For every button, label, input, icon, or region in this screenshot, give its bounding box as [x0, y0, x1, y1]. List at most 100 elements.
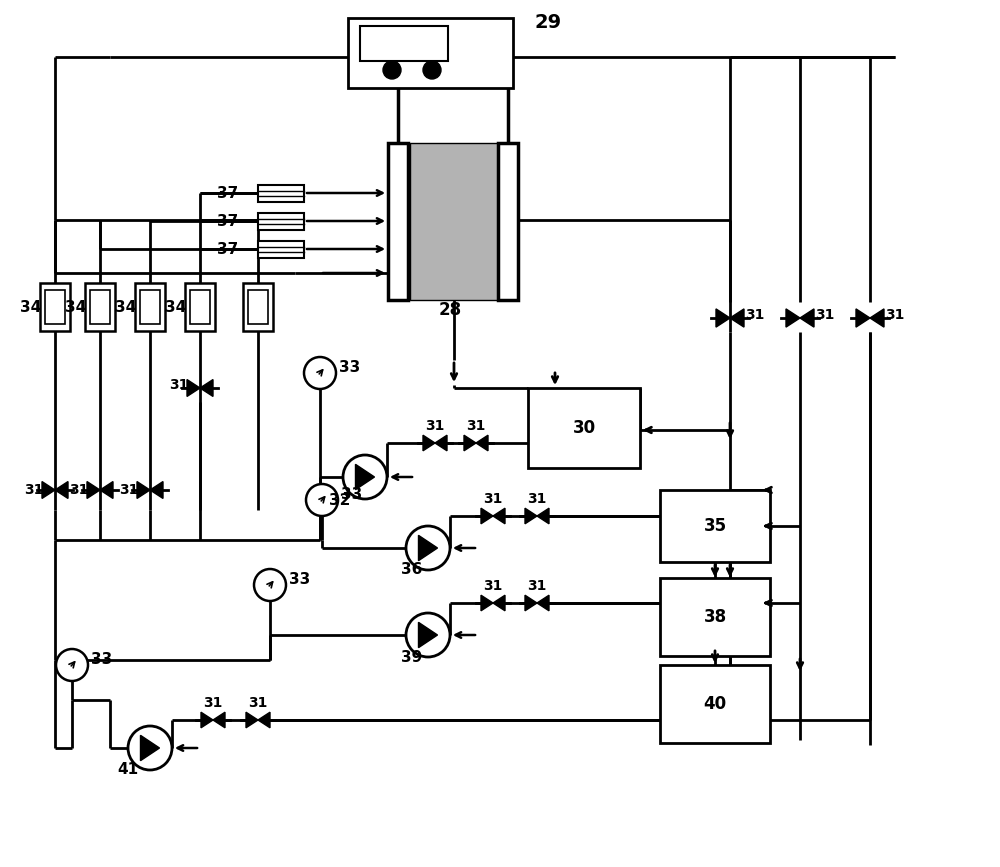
- Text: 34: 34: [20, 299, 42, 315]
- Text: 38: 38: [703, 608, 727, 626]
- Polygon shape: [42, 481, 55, 499]
- Polygon shape: [100, 481, 113, 499]
- Circle shape: [383, 61, 401, 79]
- Circle shape: [304, 357, 336, 389]
- Text: 31: 31: [119, 483, 139, 497]
- Bar: [348, 18, 513, 88]
- Polygon shape: [493, 596, 505, 610]
- Bar: [258, 241, 304, 258]
- Polygon shape: [213, 712, 225, 727]
- Bar: [388, 143, 408, 300]
- Text: 31: 31: [425, 419, 445, 433]
- Text: 31: 31: [527, 492, 547, 506]
- Bar: [90, 290, 110, 324]
- Bar: [248, 290, 268, 324]
- Circle shape: [306, 484, 338, 516]
- Text: 28: 28: [438, 301, 462, 319]
- Polygon shape: [800, 309, 814, 327]
- Polygon shape: [137, 481, 150, 499]
- Polygon shape: [246, 712, 258, 727]
- Polygon shape: [481, 508, 493, 524]
- Bar: [660, 578, 770, 656]
- Bar: [85, 283, 115, 331]
- Polygon shape: [730, 309, 744, 327]
- Bar: [258, 213, 304, 230]
- Text: 31: 31: [169, 378, 189, 392]
- Polygon shape: [537, 508, 549, 524]
- Text: 31: 31: [69, 483, 89, 497]
- Polygon shape: [525, 596, 537, 610]
- Circle shape: [343, 455, 387, 499]
- Text: 32: 32: [329, 492, 351, 507]
- Bar: [528, 388, 640, 468]
- Text: 39: 39: [401, 649, 423, 664]
- Polygon shape: [870, 309, 884, 327]
- Bar: [243, 283, 273, 331]
- Polygon shape: [187, 380, 200, 396]
- Polygon shape: [525, 508, 537, 524]
- Text: 40: 40: [703, 695, 727, 713]
- Text: 31: 31: [248, 696, 268, 710]
- Polygon shape: [423, 435, 435, 451]
- Text: 31: 31: [466, 419, 486, 433]
- Bar: [258, 185, 304, 202]
- Text: 34: 34: [115, 299, 137, 315]
- Circle shape: [406, 526, 450, 570]
- Polygon shape: [87, 481, 100, 499]
- Polygon shape: [200, 380, 213, 396]
- Text: 41: 41: [117, 762, 139, 778]
- Bar: [410, 143, 498, 300]
- Text: 31: 31: [527, 579, 547, 593]
- Polygon shape: [201, 712, 213, 727]
- Bar: [190, 290, 210, 324]
- Text: 31: 31: [483, 492, 503, 506]
- Text: 37: 37: [217, 213, 239, 229]
- Text: 31: 31: [24, 483, 44, 497]
- Polygon shape: [150, 481, 163, 499]
- Circle shape: [423, 61, 441, 79]
- Text: 31: 31: [885, 308, 905, 322]
- Bar: [498, 143, 518, 300]
- Text: 33: 33: [339, 360, 361, 375]
- Polygon shape: [418, 623, 438, 648]
- Polygon shape: [493, 508, 505, 524]
- Bar: [360, 26, 448, 61]
- Polygon shape: [355, 465, 375, 490]
- Bar: [660, 490, 770, 562]
- Polygon shape: [716, 309, 730, 327]
- Text: 30: 30: [572, 419, 596, 437]
- Polygon shape: [140, 735, 160, 760]
- Polygon shape: [258, 712, 270, 727]
- Circle shape: [56, 649, 88, 681]
- Text: 34: 34: [165, 299, 187, 315]
- Circle shape: [406, 613, 450, 657]
- Bar: [45, 290, 65, 324]
- Text: 36: 36: [401, 563, 423, 577]
- Bar: [660, 665, 770, 743]
- Bar: [40, 283, 70, 331]
- Text: 31: 31: [745, 308, 765, 322]
- Polygon shape: [856, 309, 870, 327]
- Polygon shape: [464, 435, 476, 451]
- Circle shape: [128, 726, 172, 770]
- Polygon shape: [537, 596, 549, 610]
- Polygon shape: [481, 596, 493, 610]
- Polygon shape: [476, 435, 488, 451]
- Text: 37: 37: [217, 242, 239, 257]
- Text: 35: 35: [703, 517, 727, 535]
- Text: 31: 31: [483, 579, 503, 593]
- Bar: [185, 283, 215, 331]
- Polygon shape: [55, 481, 68, 499]
- Polygon shape: [418, 535, 438, 561]
- Text: 31: 31: [815, 308, 835, 322]
- Bar: [140, 290, 160, 324]
- Polygon shape: [435, 435, 447, 451]
- Text: 34: 34: [65, 299, 87, 315]
- Text: 33: 33: [289, 571, 311, 586]
- Circle shape: [254, 569, 286, 601]
- Text: 29: 29: [534, 12, 562, 31]
- Text: 33: 33: [341, 486, 363, 501]
- Text: 31: 31: [203, 696, 223, 710]
- Text: 37: 37: [217, 186, 239, 200]
- Bar: [135, 283, 165, 331]
